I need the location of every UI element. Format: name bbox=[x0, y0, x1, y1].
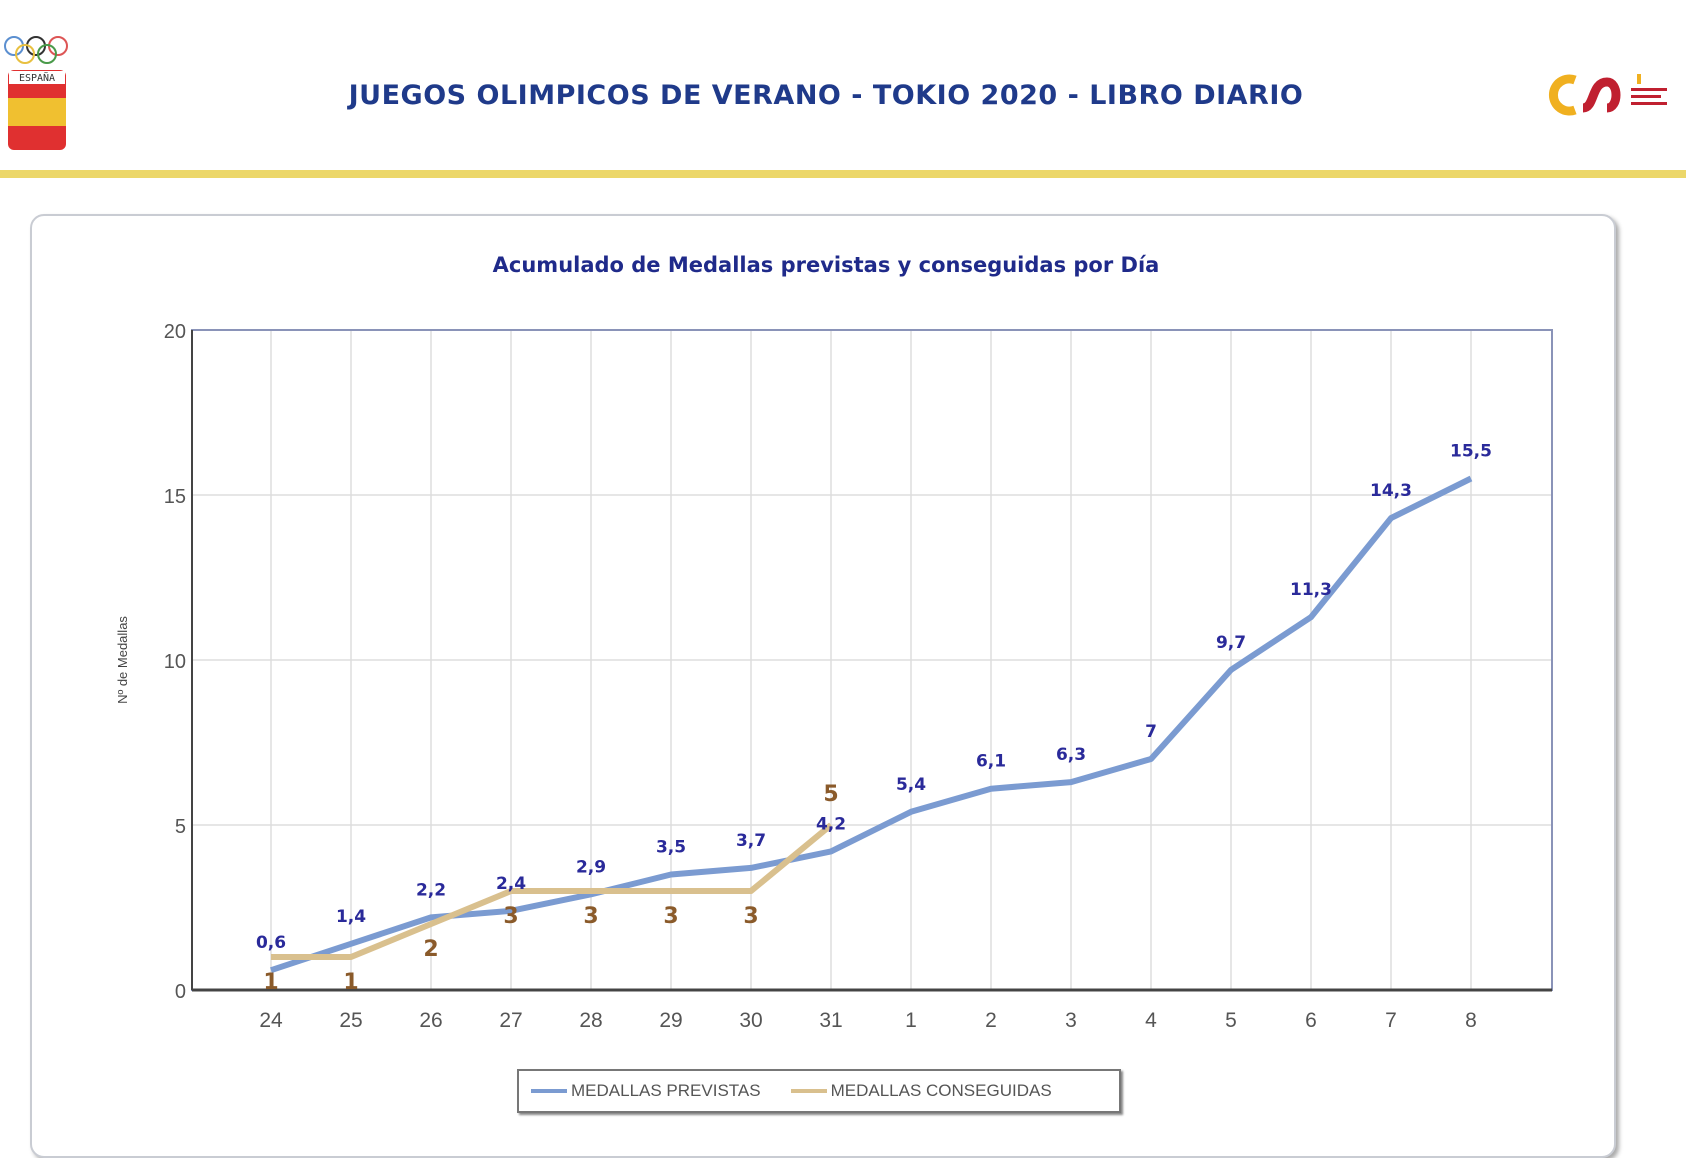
y-tick-label: 15 bbox=[164, 486, 186, 508]
x-tick-label: 24 bbox=[259, 1009, 283, 1032]
header-divider bbox=[0, 170, 1686, 178]
x-tick-label: 5 bbox=[1225, 1009, 1237, 1032]
x-tick-label: 6 bbox=[1305, 1009, 1317, 1032]
data-label-previstas: 5,4 bbox=[896, 775, 926, 795]
data-label-conseguidas: 3 bbox=[743, 904, 758, 929]
legend-swatch-previstas bbox=[531, 1089, 567, 1093]
data-label-previstas: 3,7 bbox=[736, 831, 766, 851]
data-label-conseguidas: 5 bbox=[823, 782, 838, 807]
legend-label-conseguidas: MEDALLAS CONSEGUIDAS bbox=[830, 1081, 1052, 1100]
data-label-previstas: 1,4 bbox=[336, 907, 366, 927]
legend-swatch-conseguidas bbox=[790, 1089, 827, 1093]
data-label-previstas: 6,1 bbox=[976, 752, 1006, 772]
data-label-previstas: 14,3 bbox=[1370, 481, 1412, 501]
x-tick-label: 4 bbox=[1145, 1009, 1157, 1032]
data-label-previstas: 11,3 bbox=[1290, 580, 1332, 600]
logo-text-espana: ESPAÑA bbox=[19, 71, 55, 84]
x-tick-label: 29 bbox=[659, 1009, 682, 1032]
x-tick-label: 7 bbox=[1385, 1009, 1397, 1032]
data-label-previstas: 4,2 bbox=[816, 814, 846, 834]
data-label-previstas: 7 bbox=[1145, 722, 1157, 742]
data-label-previstas: 9,7 bbox=[1216, 633, 1246, 653]
x-tick-label: 26 bbox=[419, 1009, 442, 1032]
data-label-conseguidas: 2 bbox=[423, 937, 438, 962]
data-label-previstas: 6,3 bbox=[1056, 745, 1086, 765]
x-tick-label: 27 bbox=[499, 1009, 522, 1032]
x-tick-label: 30 bbox=[739, 1009, 762, 1032]
data-label-conseguidas: 3 bbox=[503, 904, 518, 929]
csd-logo bbox=[1549, 74, 1667, 116]
coe-logo: ESPAÑA bbox=[4, 36, 68, 150]
x-tick-label: 31 bbox=[819, 1009, 842, 1032]
x-tick-label: 8 bbox=[1465, 1009, 1477, 1032]
data-label-previstas: 15,5 bbox=[1450, 442, 1492, 462]
x-tick-label: 3 bbox=[1065, 1009, 1077, 1032]
x-tick-label: 25 bbox=[339, 1009, 362, 1032]
y-tick-label: 5 bbox=[175, 816, 186, 838]
page-title: JUEGOS OLIMPICOS DE VERANO - TOKIO 2020 … bbox=[348, 80, 1304, 111]
chart-panel bbox=[30, 214, 1616, 1158]
series-line-previstas bbox=[270, 475, 1473, 974]
x-tick-label: 2 bbox=[985, 1009, 997, 1032]
x-tick-label: 28 bbox=[579, 1009, 602, 1032]
data-label-previstas: 2,4 bbox=[496, 874, 526, 894]
data-label-previstas: 0,6 bbox=[256, 933, 286, 953]
data-label-conseguidas: 3 bbox=[663, 904, 678, 929]
y-tick-label: 20 bbox=[164, 321, 186, 343]
x-tick-label: 1 bbox=[905, 1009, 917, 1032]
data-label-conseguidas: 3 bbox=[583, 904, 598, 929]
series-line-conseguidas bbox=[271, 822, 833, 960]
data-label-conseguidas: 1 bbox=[263, 970, 278, 995]
legend-item-conseguidas: MEDALLAS CONSEGUIDAS bbox=[790, 1081, 1052, 1101]
chart-legend: MEDALLAS PREVISTAS MEDALLAS CONSEGUIDAS bbox=[517, 1069, 1121, 1113]
chart-title: Acumulado de Medallas previstas y conseg… bbox=[492, 253, 1160, 277]
y-tick-label: 0 bbox=[175, 981, 186, 1003]
y-tick-label: 10 bbox=[164, 651, 186, 673]
y-axis-label: Nº de Medallas bbox=[115, 616, 130, 704]
data-label-conseguidas: 1 bbox=[343, 970, 358, 995]
data-label-previstas: 2,9 bbox=[576, 857, 606, 877]
legend-label-previstas: MEDALLAS PREVISTAS bbox=[571, 1081, 761, 1100]
data-label-previstas: 2,2 bbox=[416, 880, 446, 900]
legend-item-previstas: MEDALLAS PREVISTAS bbox=[531, 1081, 761, 1101]
data-label-previstas: 3,5 bbox=[656, 838, 686, 858]
